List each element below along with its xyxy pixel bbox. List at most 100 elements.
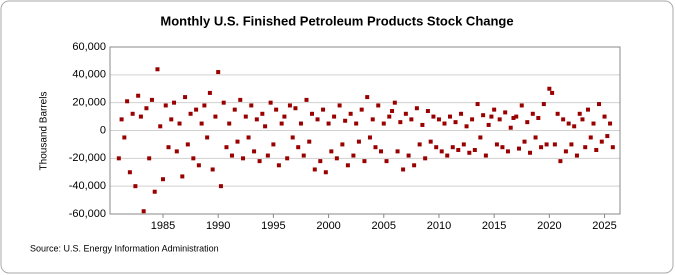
point [365,95,370,100]
point [459,111,464,116]
point [580,117,585,122]
point [453,120,458,125]
point [180,174,185,179]
point [605,134,610,139]
point [252,149,257,154]
point [508,125,513,130]
y-tick-label: -20,000 [69,152,106,164]
point [318,159,323,164]
point [450,145,455,150]
point [519,103,524,108]
point [332,114,337,119]
point [398,120,403,125]
point [260,111,265,116]
point [243,114,248,119]
point [525,120,530,125]
x-tick-label: 2005 [372,220,396,232]
point [370,117,375,122]
point [224,145,229,150]
y-axis-label: Thousand Barrels [39,92,50,171]
point [442,121,447,126]
point [420,122,425,127]
x-tick-label: 2000 [316,220,340,232]
point [608,121,613,126]
point [602,114,607,119]
y-tick-label: -60,000 [69,208,106,220]
point [238,97,243,102]
point [119,117,124,122]
point [381,121,386,126]
point [177,121,182,126]
point [511,115,516,120]
x-tick-label: 1995 [261,220,285,232]
point [323,170,328,175]
point [373,145,378,150]
point [133,184,138,189]
y-tick-label: -40,000 [69,180,106,192]
point [205,135,210,140]
point [572,124,577,129]
point [552,142,557,147]
point [555,111,560,116]
point [202,103,207,108]
point [263,124,268,129]
point [235,139,240,144]
x-tick-label: 2015 [482,220,506,232]
point [481,113,486,118]
point [188,111,193,116]
point [246,135,251,140]
point [293,106,298,111]
point [436,117,441,122]
point [218,184,223,189]
point [563,149,568,154]
point [174,149,179,154]
point [149,97,154,102]
point [569,142,574,147]
point [475,102,480,107]
point [574,153,579,158]
point [594,147,599,152]
point [362,159,367,164]
point [503,110,508,115]
point [144,106,149,111]
point [166,145,171,150]
point [169,117,174,122]
point [216,70,221,75]
point [467,150,472,155]
point [334,156,339,161]
point [249,103,254,108]
point [395,149,400,154]
point [152,189,157,194]
point [533,135,538,140]
point [191,156,196,161]
point [470,117,475,122]
point [599,139,604,144]
point [464,124,469,129]
point [417,142,422,147]
point [268,100,273,105]
point [354,121,359,126]
point [276,163,281,168]
point [414,106,419,111]
point [456,147,461,152]
point [434,145,439,150]
point [591,121,596,126]
point [561,117,566,122]
point [271,142,276,147]
point [127,170,132,175]
point [583,145,588,150]
point [183,95,188,100]
point [516,146,521,151]
point [376,103,381,108]
point [210,167,215,172]
point [544,142,549,147]
point [158,124,163,129]
source: Source: U.S. Energy Information Administ… [30,243,219,253]
point [290,135,295,140]
chart-title: Monthly U.S. Finished Petroleum Products… [160,13,513,28]
point [265,153,270,158]
point [403,111,408,116]
point [448,114,452,119]
y-tick-label: 60,000 [72,41,106,53]
